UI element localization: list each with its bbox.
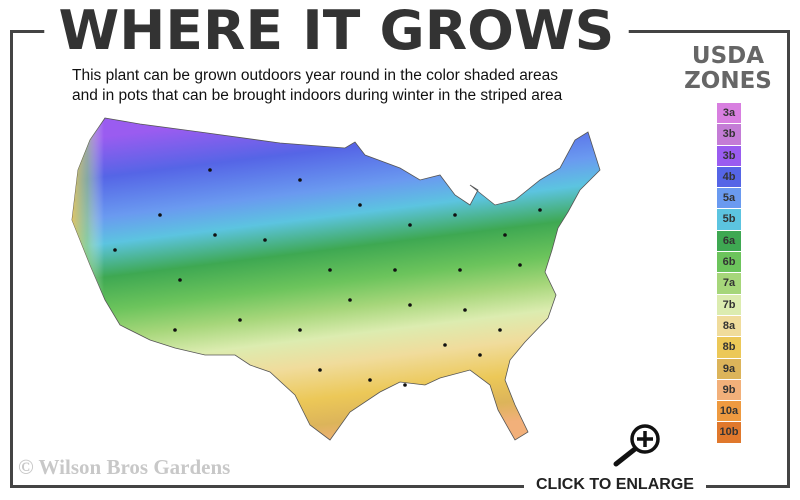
subtitle-line: and in pots that can be brought indoors … xyxy=(72,87,563,104)
city-marker xyxy=(298,328,302,332)
city-marker xyxy=(298,178,302,182)
city-marker xyxy=(408,303,412,307)
legend-zone-6b: 6b xyxy=(717,252,741,274)
city-marker xyxy=(173,328,177,332)
city-marker xyxy=(503,233,507,237)
city-marker xyxy=(538,208,542,212)
subtitle: This plant can be grown outdoors year ro… xyxy=(72,66,562,106)
legend-zone-4b: 4b xyxy=(717,166,741,189)
legend-zone-10a: 10a xyxy=(717,401,741,423)
legend-zone-5b: 5b xyxy=(717,209,741,231)
city-marker xyxy=(408,223,412,227)
legend-zone-8b: 8b xyxy=(717,337,741,359)
legend-zone-3a: 3a xyxy=(717,103,741,125)
legend-zone-3b: 3b xyxy=(717,124,741,146)
zoom-in-magnifier-icon[interactable] xyxy=(610,422,666,468)
legend-title: USDA ZONES xyxy=(676,44,780,94)
legend-zone-7a: 7a xyxy=(717,273,741,295)
city-marker xyxy=(453,213,457,217)
city-marker xyxy=(238,318,242,322)
legend-zone-9a: 9a xyxy=(717,358,741,380)
legend-title-line: ZONES xyxy=(684,68,772,94)
city-marker xyxy=(263,238,267,242)
usda-zone-map[interactable] xyxy=(60,110,670,450)
city-marker xyxy=(113,248,117,252)
us-outline xyxy=(71,117,601,441)
city-marker xyxy=(403,383,407,387)
legend-zone-7b: 7b xyxy=(717,294,741,316)
city-marker xyxy=(208,168,212,172)
city-marker xyxy=(348,298,352,302)
click-to-enlarge-button[interactable]: CLICK TO ENLARGE xyxy=(524,474,706,496)
city-marker xyxy=(158,213,162,217)
legend-zone-6a: 6a xyxy=(717,230,741,253)
legend-zone-9b: 9b xyxy=(717,379,741,402)
legend-zone-10b: 10b xyxy=(717,422,741,444)
city-marker xyxy=(213,233,217,237)
city-marker xyxy=(318,368,322,372)
city-marker xyxy=(178,278,182,282)
city-marker xyxy=(328,268,332,272)
copyright-watermark: © Wilson Bros Gardens xyxy=(18,455,231,479)
city-marker xyxy=(478,353,482,357)
city-marker xyxy=(463,308,467,312)
legend-title-line: USDA xyxy=(691,43,765,69)
city-marker xyxy=(358,203,362,207)
city-marker xyxy=(443,343,447,347)
legend-zone-5a: 5a xyxy=(717,188,741,210)
legend-zone-8a: 8a xyxy=(717,315,741,338)
zone-legend: 3a 3b 3b 4b 5a 5b 6a 6b 7a 7b 8a 8b 9a 9b 10a 10b xyxy=(717,103,741,444)
legend-zone-3b: 3b xyxy=(717,145,741,167)
city-marker xyxy=(393,268,397,272)
city-marker xyxy=(518,263,522,267)
city-marker xyxy=(458,268,462,272)
city-marker xyxy=(368,378,372,382)
city-markers xyxy=(113,168,542,387)
page-title: WHERE IT GROWS xyxy=(44,2,629,60)
subtitle-line: This plant can be grown outdoors year ro… xyxy=(72,67,558,84)
city-marker xyxy=(498,328,502,332)
